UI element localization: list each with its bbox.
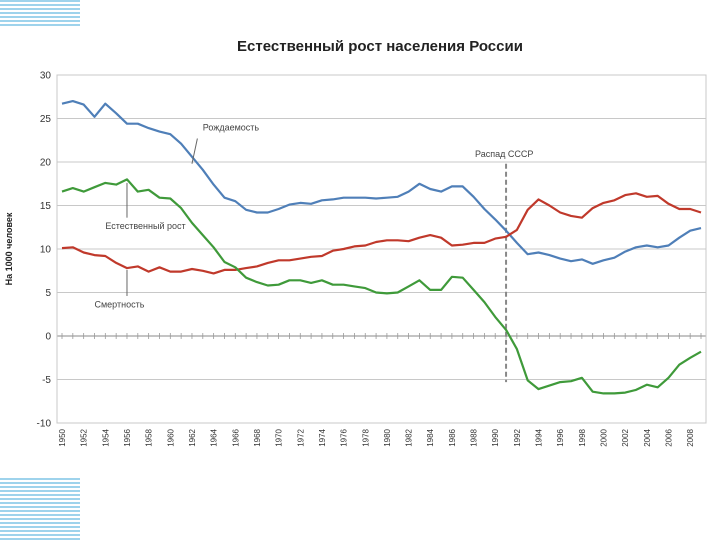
x-tick-label: 1984 bbox=[426, 428, 435, 446]
x-tick-label: 1958 bbox=[145, 428, 154, 446]
x-tick-label: 2002 bbox=[621, 428, 630, 446]
x-tick-label: 1956 bbox=[123, 428, 132, 446]
decorative-stripes-bottom bbox=[0, 476, 80, 540]
x-tick-label: 1954 bbox=[101, 428, 110, 446]
x-tick-label: 1994 bbox=[535, 428, 544, 446]
y-tick-label: -5 bbox=[42, 375, 51, 386]
x-tick-label: 1970 bbox=[275, 428, 284, 446]
x-tick-label: 1998 bbox=[578, 428, 587, 446]
plot-area bbox=[56, 74, 707, 424]
x-tick-label: 1952 bbox=[80, 428, 89, 446]
x-tick-label: 1966 bbox=[231, 428, 240, 446]
annotation-birth: Рождаемость bbox=[203, 123, 260, 133]
annotation-ussr-collapse: Распад СССР bbox=[475, 149, 533, 159]
x-tick-label: 1988 bbox=[470, 428, 479, 446]
x-tick-label: 1978 bbox=[361, 428, 370, 446]
x-tick-label: 2004 bbox=[643, 428, 652, 446]
series-line-birth bbox=[61, 100, 702, 265]
y-tick-label: 30 bbox=[40, 71, 52, 82]
x-tick-label: 1976 bbox=[340, 428, 349, 446]
y-tick-label: 25 bbox=[40, 114, 52, 125]
x-tick-label: 1950 bbox=[58, 428, 67, 446]
y-tick-label: 5 bbox=[45, 288, 51, 299]
y-tick-label: 10 bbox=[40, 245, 52, 256]
x-tick-label: 1962 bbox=[188, 428, 197, 446]
x-tick-label: 1986 bbox=[448, 428, 457, 446]
x-tick-label: 2006 bbox=[665, 428, 674, 446]
annotation-death: Смертность bbox=[94, 299, 144, 309]
x-tick-label: 1964 bbox=[210, 428, 219, 446]
chart-title: Естественный рост населения России bbox=[237, 38, 523, 55]
x-tick-label: 1972 bbox=[296, 428, 305, 446]
annotation-natural: Естественный рост bbox=[105, 221, 185, 231]
decorative-stripes-top bbox=[0, 0, 80, 26]
x-tick-label: 1960 bbox=[166, 428, 175, 446]
series-line-death bbox=[61, 192, 702, 275]
x-tick-label: 1974 bbox=[318, 428, 327, 446]
y-tick-label: 15 bbox=[40, 201, 52, 212]
x-tick-label: 1982 bbox=[405, 428, 414, 446]
y-tick-label: 0 bbox=[45, 332, 51, 343]
x-tick-label: 1992 bbox=[513, 428, 522, 446]
y-tick-label: -10 bbox=[37, 419, 52, 430]
x-tick-label: 2000 bbox=[600, 428, 609, 446]
x-tick-label: 1996 bbox=[556, 428, 565, 446]
annotation-leader-birth bbox=[191, 138, 198, 164]
y-tick-label: 20 bbox=[40, 158, 52, 169]
x-tick-label: 2008 bbox=[686, 428, 695, 446]
x-tick-label: 1968 bbox=[253, 428, 262, 446]
y-axis-label: На 1000 человек bbox=[4, 212, 14, 285]
x-tick-label: 1990 bbox=[491, 428, 500, 446]
x-tick-label: 1980 bbox=[383, 428, 392, 446]
series-line-natural bbox=[61, 178, 702, 395]
